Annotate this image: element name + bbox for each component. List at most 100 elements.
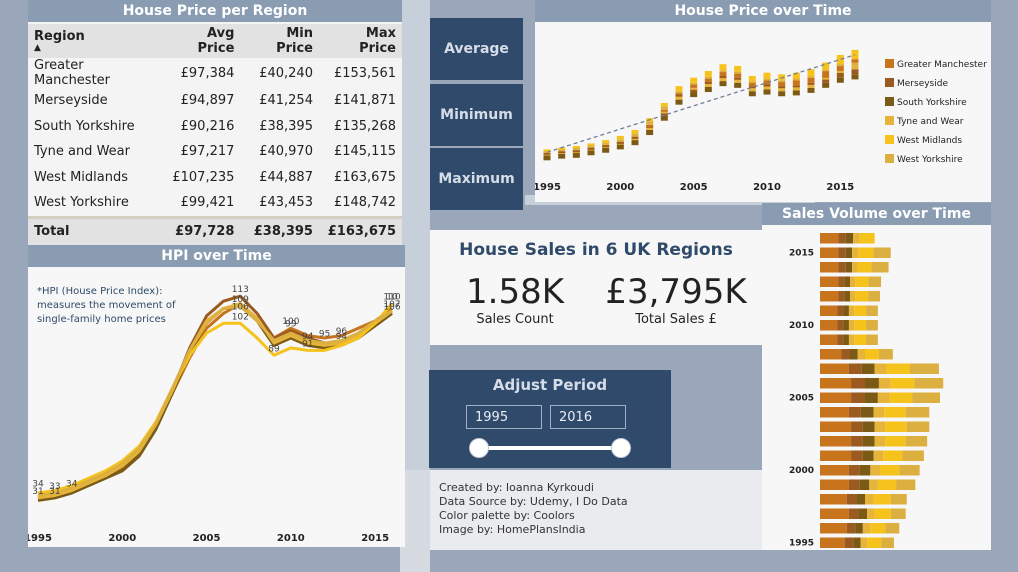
price-bar-segment [558,149,566,152]
volume-bar-segment [885,436,906,447]
table-row[interactable]: Tyne and Wear £97,217 £40,970 £145,115 [28,139,402,165]
volume-bar-segment [848,508,859,519]
total-region: Total [28,215,161,245]
price-bar-segment [675,99,683,105]
hpi-data-label: 33 [49,482,60,492]
price-bar-segment [778,91,786,97]
cell-min-price: £40,970 [240,139,319,165]
minimum-button[interactable]: Minimum [430,84,523,146]
volume-bar-segment [890,494,907,505]
volume-bar-segment [848,465,860,476]
sort-up-icon[interactable]: ▲ [34,43,41,53]
price-bar-segment [763,78,771,81]
volume-bar-segment [851,421,863,432]
hpi-data-label: 34 [32,480,44,490]
cell-region: South Yorkshire [28,113,161,139]
total-sales-card: £3,795K Total Sales £ [596,272,756,327]
volume-bar-segment [867,508,875,519]
price-bar-segment [836,72,844,78]
average-button[interactable]: Average [430,18,523,80]
price-bar-segment [763,89,771,95]
volume-bar-segment [820,537,845,548]
volume-bar-segment [873,450,884,461]
table-row[interactable]: Merseyside £94,897 £41,254 £141,871 [28,88,402,114]
volume-bar-segment [874,508,891,519]
volume-bar-segment [846,523,856,534]
cell-min-price: £41,254 [240,88,319,114]
cell-max-price: £135,268 [318,113,402,139]
sales-volume-chart: 2015 2010 2005 2000 1995 [789,233,944,549]
volume-bar-segment [867,537,882,548]
table-row[interactable]: West Yorkshire £99,421 £43,453 £148,742 [28,190,402,217]
table-row[interactable]: Greater Manchester £97,384 £40,240 £153,561 [28,58,402,88]
hpi-data-label: 31 [32,487,43,497]
hpi-series-line [37,302,394,495]
price-bar-segment [616,144,624,150]
x-tick-label: 1995 [28,533,52,544]
price-over-time-title: House Price over Time [535,0,991,22]
volume-bar-segment [838,291,845,302]
cell-max-price: £148,742 [318,190,402,217]
price-bar-segment [778,81,786,87]
col-max-price[interactable]: Max Price [318,24,402,58]
col-avg-price[interactable]: Avg Price [160,24,241,58]
price-bar-segment [836,64,844,67]
volume-bar-segment [896,479,916,490]
volume-bar-segment [820,262,839,273]
end-year-input[interactable]: 2016 [550,405,626,429]
sales-volume-title: Sales Volume over Time [762,203,991,225]
kpi-title: House Sales in 6 UK Regions [459,240,733,260]
legend-swatch [885,154,894,163]
hpi-series-line [37,304,393,497]
price-bar-segment [836,77,844,83]
price-bar-segment [675,94,683,97]
price-bar-segment [748,91,756,97]
volume-bar-segment [848,334,855,345]
volume-bar-segment [838,262,846,273]
price-bar-segment [704,77,712,82]
slider-track[interactable] [479,446,621,450]
price-bar-segment [792,85,800,88]
x-tick-label: 1995 [535,182,561,193]
col-min-price[interactable]: Min Price [240,24,319,58]
volume-bar-segment [912,392,940,403]
hpi-data-label: 10 [386,293,398,303]
hpi-data-label: 106 [383,302,400,312]
price-bar-segment [822,62,830,70]
col-region[interactable]: Region ▲ [28,24,161,58]
volume-bar-segment [848,363,862,374]
start-year-input[interactable]: 1995 [466,405,542,429]
price-bar-segment [690,87,698,93]
volume-bar-segment [820,334,838,345]
table-header-row: Region ▲ Avg Price Min Price Max Price [28,24,402,58]
volume-bar-segment [885,421,907,432]
volume-bar-segment [837,305,844,316]
price-bar-segment [631,136,639,139]
slider-end-handle[interactable] [611,438,631,458]
volume-bar-segment [845,262,853,273]
table-row[interactable]: West Midlands £107,235 £44,887 £163,675 [28,164,402,190]
price-bar-segment [778,80,786,83]
y-tick-label: 2005 [789,394,814,404]
price-bar-segment [792,72,800,79]
volume-bar-segment [874,436,886,447]
price-bar-segment [602,147,610,153]
cell-min-price: £38,395 [240,113,319,139]
price-bar-segment [822,77,830,80]
table-row[interactable]: South Yorkshire £90,216 £38,395 £135,268 [28,113,402,139]
volume-bar-segment [855,291,869,302]
price-bar-segment [719,64,727,71]
sales-count-card: 1.58K Sales Count [440,272,590,327]
cell-avg-price: £99,421 [160,190,241,217]
price-bar-segment [851,74,859,80]
maximum-button[interactable]: Maximum [430,148,523,210]
credits: Created by: Ioanna Kyrkoudi Data Source … [439,481,628,537]
cell-max-price: £153,561 [318,58,402,88]
price-bar-segment [660,109,668,112]
volume-bar-segment [865,494,874,505]
y-tick-label: 2000 [789,466,814,476]
volume-bar-segment [858,247,874,258]
slider-start-handle[interactable] [469,438,489,458]
volume-bar-segment [838,233,846,244]
hpi-data-label: 31 [49,487,60,497]
